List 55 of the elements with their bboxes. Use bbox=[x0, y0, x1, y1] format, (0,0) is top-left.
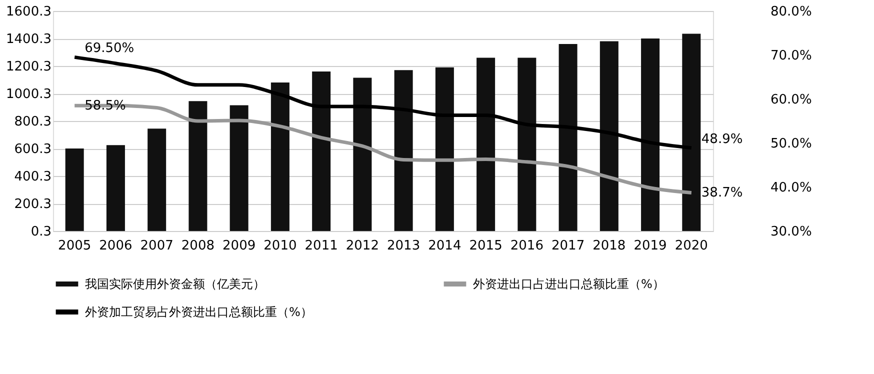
y2-tick-label: 60.0% bbox=[770, 92, 812, 108]
data-label: 69.50% bbox=[84, 41, 134, 56]
y2-tick-label: 70.0% bbox=[770, 48, 812, 64]
x-tick-label: 2017 bbox=[552, 238, 585, 254]
line-series bbox=[72, 55, 694, 150]
y2-tick-label: 50.0% bbox=[770, 136, 812, 152]
legend-label: 外资加工贸易占外资进出口总额比重（%） bbox=[85, 305, 312, 319]
x-tick-label: 2018 bbox=[592, 238, 626, 254]
y-tick-label: 1400.3 bbox=[6, 32, 52, 47]
y-tick-label: 1000.3 bbox=[6, 87, 52, 102]
x-tick-label: 2014 bbox=[428, 238, 462, 254]
x-tick-label: 2009 bbox=[222, 238, 256, 254]
y-tick-label: 400.3 bbox=[14, 170, 52, 184]
bar bbox=[435, 67, 454, 232]
y-tick-label: 800.3 bbox=[14, 114, 52, 130]
y2-tick-label: 40.0% bbox=[770, 180, 812, 196]
bar bbox=[600, 41, 618, 232]
y-tick-label: 1200.3 bbox=[6, 60, 52, 74]
bar bbox=[312, 72, 331, 232]
x-tick-label: 2013 bbox=[387, 238, 420, 254]
bar bbox=[270, 82, 290, 232]
data-label: 48.9% bbox=[701, 132, 743, 147]
y-tick-label: 600.3 bbox=[14, 142, 52, 157]
x-tick-label: 2005 bbox=[58, 238, 92, 254]
data-label: 58.5% bbox=[84, 98, 126, 114]
bar bbox=[353, 78, 372, 232]
x-tick-label: 2019 bbox=[634, 238, 667, 254]
y-tick-label: 200.3 bbox=[14, 197, 52, 212]
bar bbox=[476, 58, 496, 232]
bar bbox=[518, 58, 536, 232]
x-tick-label: 2008 bbox=[181, 238, 214, 254]
bar bbox=[641, 38, 660, 232]
data-label: 38.7% bbox=[701, 186, 743, 201]
x-tick-label: 2012 bbox=[346, 238, 379, 254]
x-tick-label: 2007 bbox=[140, 238, 174, 254]
x-tick-label: 2010 bbox=[264, 238, 297, 254]
x-tick-label: 2020 bbox=[674, 238, 708, 254]
bar bbox=[106, 145, 125, 232]
bar bbox=[148, 128, 166, 232]
y-tick-label: 1600.3 bbox=[6, 4, 52, 20]
bar bbox=[682, 34, 701, 232]
bar bbox=[188, 101, 208, 232]
y-tick-label: 0.3 bbox=[30, 224, 52, 240]
legend-label: 外资进出口占进出口总额比重（%） bbox=[473, 277, 664, 291]
x-tick-label: 2011 bbox=[304, 238, 338, 254]
legend-label: 我国实际使用外资金额（亿美元） bbox=[85, 277, 265, 291]
bar bbox=[65, 148, 84, 232]
x-tick-label: 2006 bbox=[99, 238, 132, 254]
y2-tick-label: 80.0% bbox=[770, 4, 812, 20]
y2-tick-label: 30.0% bbox=[770, 224, 812, 240]
x-tick-label: 2015 bbox=[469, 238, 502, 254]
bar bbox=[230, 105, 248, 232]
x-tick-label: 2016 bbox=[510, 238, 544, 254]
bar bbox=[558, 44, 578, 232]
bar bbox=[394, 70, 413, 232]
